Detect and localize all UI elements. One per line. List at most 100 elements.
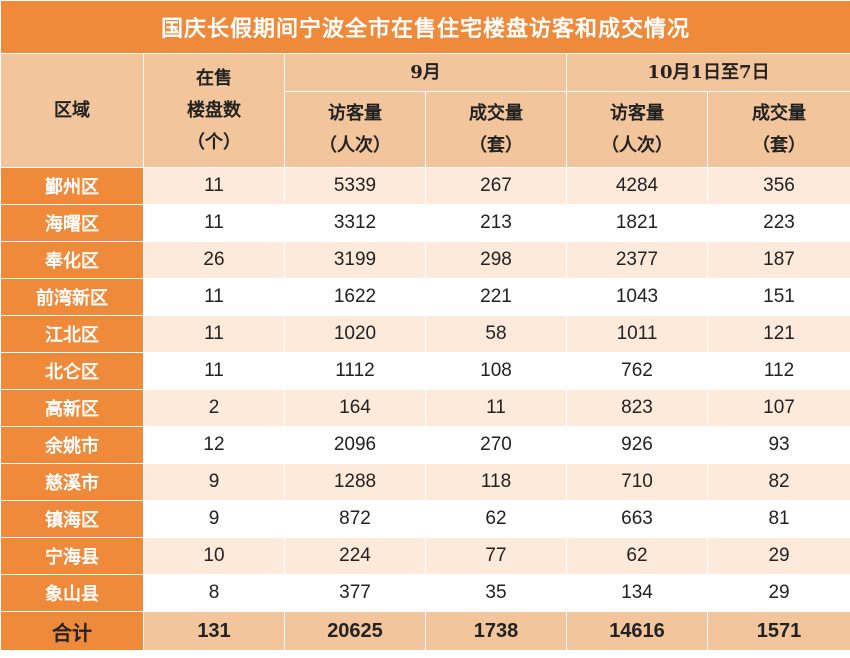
row-sep-deals: 270 — [425, 426, 567, 464]
header-sep-visitors-line2: （人次） — [319, 134, 391, 156]
row-sep-deals: 11 — [425, 389, 567, 427]
table-row: 江北区 11 1020 58 1011 121 — [0, 315, 850, 353]
row-sep-deals: 213 — [425, 204, 567, 242]
row-oct-deals: 121 — [706, 315, 850, 353]
header-oct-visitors-line1: 访客量 — [610, 102, 664, 124]
row-sep-deals: 35 — [425, 574, 567, 612]
row-region: 余姚市 — [0, 426, 144, 464]
row-projects: 2 — [143, 389, 285, 427]
row-oct-visitors: 62 — [566, 537, 708, 575]
row-sep-deals: 221 — [425, 278, 567, 316]
row-oct-deals: 29 — [706, 537, 850, 575]
header-oct-deals-line1: 成交量 — [752, 102, 807, 124]
row-sep-deals: 118 — [425, 463, 567, 501]
row-oct-visitors: 762 — [566, 352, 708, 390]
row-region: 北仑区 — [0, 352, 144, 390]
row-oct-visitors: 2377 — [566, 241, 708, 279]
header-sep-visitors-line1: 访客量 — [328, 102, 382, 124]
row-oct-deals: 29 — [706, 574, 850, 612]
row-sep-visitors: 3312 — [284, 204, 426, 242]
table-row: 北仑区 11 1112 108 762 112 — [0, 352, 850, 390]
row-projects: 11 — [143, 204, 285, 242]
row-sep-visitors: 1622 — [284, 278, 426, 316]
row-projects: 9 — [143, 463, 285, 501]
table-row: 余姚市 12 2096 270 926 93 — [0, 426, 850, 464]
row-sep-visitors: 377 — [284, 574, 426, 612]
table-row: 鄞州区 11 5339 267 4284 356 — [0, 167, 850, 205]
table-title: 国庆长假期间宁波全市在售住宅楼盘访客和成交情况 — [0, 0, 850, 54]
row-projects: 9 — [143, 500, 285, 538]
row-sep-visitors: 1288 — [284, 463, 426, 501]
row-region: 高新区 — [0, 389, 144, 427]
row-oct-visitors: 134 — [566, 574, 708, 612]
row-oct-visitors: 663 — [566, 500, 708, 538]
row-oct-deals: 93 — [706, 426, 850, 464]
header-projects: 在售 楼盘数 （个） — [143, 53, 285, 168]
row-oct-deals: 107 — [706, 389, 850, 427]
row-region: 江北区 — [0, 315, 144, 353]
total-sep-deals: 1738 — [425, 611, 567, 651]
header-oct-visitors-line2: （人次） — [601, 134, 673, 156]
table-row: 高新区 2 164 11 823 107 — [0, 389, 850, 427]
row-sep-deals: 108 — [425, 352, 567, 390]
row-region: 鄞州区 — [0, 167, 144, 205]
row-projects: 12 — [143, 426, 285, 464]
header-oct-visitors: 访客量 （人次） — [566, 91, 708, 168]
row-projects: 26 — [143, 241, 285, 279]
row-oct-visitors: 1043 — [566, 278, 708, 316]
header-sep-deals-line1: 成交量 — [469, 102, 523, 124]
row-sep-deals: 77 — [425, 537, 567, 575]
total-sep-visitors: 20625 — [284, 611, 426, 651]
header-sep-deals-line2: （套） — [469, 134, 523, 156]
row-oct-visitors: 1821 — [566, 204, 708, 242]
row-region: 海曙区 — [0, 204, 144, 242]
header-oct-deals: 成交量 （套） — [706, 91, 850, 168]
table-row: 奉化区 26 3199 298 2377 187 — [0, 241, 850, 279]
row-projects: 11 — [143, 278, 285, 316]
header-region: 区域 — [0, 53, 144, 168]
row-sep-visitors: 1112 — [284, 352, 426, 390]
row-region: 前湾新区 — [0, 278, 144, 316]
row-oct-deals: 187 — [706, 241, 850, 279]
row-oct-deals: 223 — [706, 204, 850, 242]
header-sep-visitors: 访客量 （人次） — [284, 91, 426, 168]
table-row: 镇海区 9 872 62 663 81 — [0, 500, 850, 538]
row-sep-deals: 58 — [425, 315, 567, 353]
row-oct-visitors: 926 — [566, 426, 708, 464]
row-oct-visitors: 1011 — [566, 315, 708, 353]
row-sep-visitors: 2096 — [284, 426, 426, 464]
header-oct-deals-line2: （套） — [752, 134, 807, 156]
table-row: 象山县 8 377 35 134 29 — [0, 574, 850, 612]
total-projects: 131 — [143, 611, 285, 651]
total-oct-visitors: 14616 — [566, 611, 708, 651]
row-sep-visitors: 224 — [284, 537, 426, 575]
total-oct-deals: 1571 — [706, 611, 850, 651]
header-october: 10月1日至7日 — [565, 53, 850, 92]
row-oct-visitors: 710 — [566, 463, 708, 501]
row-projects: 11 — [143, 315, 285, 353]
total-row: 合计 131 20625 1738 14616 1571 — [0, 611, 850, 651]
header-projects-line1: 在售 — [196, 67, 232, 89]
row-sep-deals: 298 — [425, 241, 567, 279]
header-projects-line2: 楼盘数 — [187, 99, 241, 121]
row-sep-visitors: 872 — [284, 500, 426, 538]
row-projects: 11 — [143, 352, 285, 390]
table-row: 前湾新区 11 1622 221 1043 151 — [0, 278, 850, 316]
header-september: 9月 — [284, 53, 567, 92]
row-oct-deals: 356 — [706, 167, 850, 205]
table-row: 宁海县 10 224 77 62 29 — [0, 537, 850, 575]
table-row: 海曙区 11 3312 213 1821 223 — [0, 204, 850, 242]
total-label: 合计 — [0, 611, 144, 651]
row-sep-visitors: 1020 — [284, 315, 426, 353]
row-projects: 11 — [143, 167, 285, 205]
row-region: 镇海区 — [0, 500, 144, 538]
row-region: 慈溪市 — [0, 463, 144, 501]
row-sep-visitors: 3199 — [284, 241, 426, 279]
row-oct-deals: 112 — [706, 352, 850, 390]
row-region: 宁海县 — [0, 537, 144, 575]
row-oct-deals: 151 — [706, 278, 850, 316]
row-sep-visitors: 5339 — [284, 167, 426, 205]
row-oct-visitors: 823 — [566, 389, 708, 427]
